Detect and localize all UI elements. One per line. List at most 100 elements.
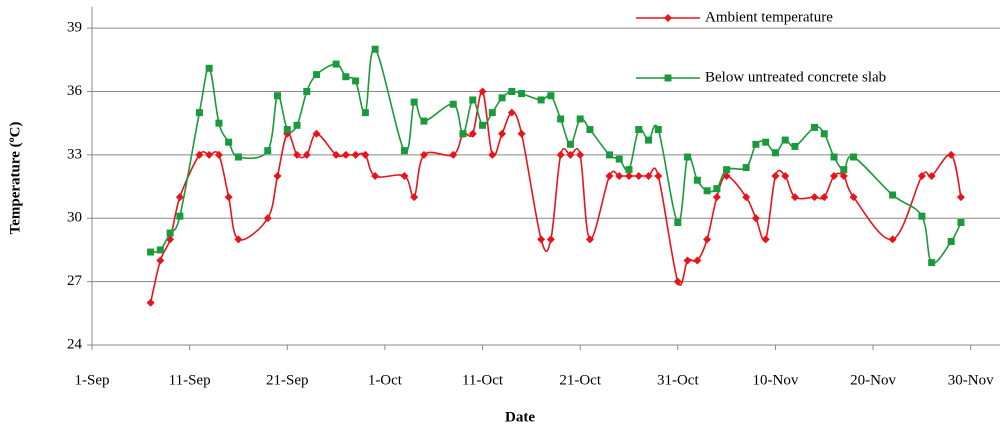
- data-point: [147, 248, 155, 256]
- data-point: [175, 193, 184, 202]
- data-point: [840, 166, 848, 174]
- data-point: [917, 172, 926, 180]
- x-tick-label: 21-Sep: [266, 372, 309, 388]
- data-point: [205, 64, 213, 72]
- data-point: [624, 172, 633, 180]
- data-point: [146, 298, 155, 307]
- y-tick-label: 30: [67, 210, 82, 226]
- x-tick-label: 1-Oct: [368, 372, 403, 388]
- data-point: [781, 172, 790, 180]
- data-point: [957, 218, 965, 226]
- data-point: [547, 92, 555, 100]
- data-point: [928, 259, 936, 267]
- data-point: [556, 150, 565, 159]
- x-tick-label: 30-Nov: [948, 372, 994, 388]
- data-point: [751, 214, 760, 223]
- data-point: [605, 172, 614, 180]
- data-point: [625, 166, 633, 174]
- data-point: [771, 149, 779, 157]
- data-point: [517, 129, 526, 138]
- data-point: [889, 191, 897, 199]
- data-point: [645, 136, 653, 144]
- data-point: [850, 153, 858, 161]
- data-point: [341, 150, 350, 159]
- data-point: [839, 172, 848, 180]
- data-point: [674, 218, 682, 226]
- data-point: [351, 150, 360, 159]
- x-tick-label: 31-Oct: [657, 372, 699, 388]
- data-point: [566, 140, 574, 148]
- data-point: [722, 172, 731, 180]
- data-point: [274, 92, 282, 100]
- y-axis-label: Temperature (ºC): [7, 122, 23, 235]
- data-point: [332, 60, 340, 68]
- data-point: [410, 193, 419, 202]
- data-point: [810, 193, 819, 202]
- data-point: [293, 121, 301, 129]
- data-point: [742, 193, 751, 202]
- data-point: [790, 193, 799, 202]
- data-point: [371, 45, 379, 53]
- data-point: [195, 150, 204, 159]
- data-point: [371, 172, 380, 180]
- y-tick-label: 33: [67, 146, 82, 162]
- data-point: [215, 119, 223, 127]
- data-point: [312, 129, 321, 138]
- data-point: [293, 150, 302, 159]
- legend-label: Ambient temperature: [705, 9, 833, 25]
- data-point: [303, 88, 311, 95]
- data-point: [342, 73, 350, 81]
- data-point: [585, 235, 594, 244]
- data-point: [762, 138, 770, 146]
- data-point: [654, 126, 662, 134]
- data-point: [508, 88, 516, 95]
- data-point: [264, 147, 272, 155]
- data-point: [234, 153, 242, 161]
- data-point: [361, 150, 370, 159]
- data-point: [302, 150, 311, 159]
- data-point: [273, 172, 282, 180]
- data-point: [518, 90, 526, 98]
- data-point: [615, 155, 623, 163]
- data-point: [332, 150, 341, 159]
- x-tick-label: 21-Oct: [559, 372, 601, 388]
- data-point: [830, 172, 839, 180]
- data-point: [214, 150, 223, 159]
- data-point: [683, 256, 692, 265]
- data-point: [537, 96, 545, 104]
- data-point: [546, 235, 555, 244]
- x-tick-label: 20-Nov: [850, 372, 896, 388]
- data-point: [507, 108, 516, 117]
- data-point: [566, 150, 575, 159]
- data-point: [586, 126, 594, 134]
- data-point: [468, 129, 477, 138]
- data-point: [488, 109, 496, 117]
- data-point: [947, 150, 956, 159]
- data-point: [498, 94, 506, 102]
- data-point: [479, 121, 487, 129]
- data-point: [947, 237, 955, 245]
- data-point: [557, 115, 565, 123]
- data-point: [166, 229, 174, 237]
- data-point: [761, 235, 770, 244]
- data-point: [449, 100, 457, 108]
- data-point: [488, 150, 497, 159]
- data-point: [693, 176, 701, 184]
- y-tick-label: 27: [67, 273, 83, 289]
- data-point: [752, 140, 760, 148]
- series-line: [149, 90, 962, 303]
- data-point: [205, 150, 214, 159]
- y-tick-label: 39: [67, 20, 82, 36]
- data-point: [478, 87, 487, 96]
- data-point: [673, 277, 682, 286]
- data-point: [810, 123, 818, 131]
- data-point: [156, 246, 164, 254]
- x-tick-label: 11-Oct: [462, 372, 504, 388]
- x-tick-label: 11-Sep: [169, 372, 211, 388]
- data-point: [791, 142, 799, 150]
- data-point: [888, 235, 897, 244]
- data-point: [615, 172, 624, 180]
- data-point: [449, 150, 458, 159]
- data-point: [703, 187, 711, 195]
